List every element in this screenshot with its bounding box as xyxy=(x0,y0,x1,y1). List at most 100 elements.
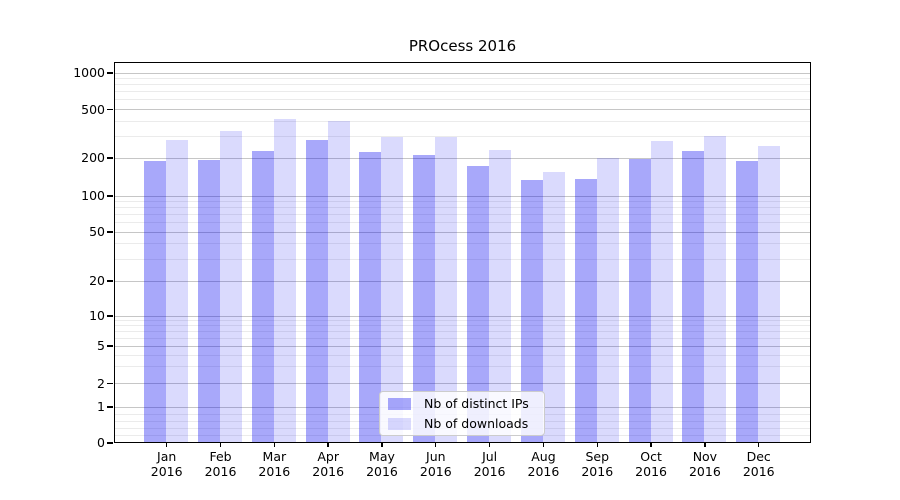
major-gridline xyxy=(115,157,810,159)
x-tick-mark xyxy=(381,443,383,447)
x-tick-year: 2016 xyxy=(419,463,452,479)
x-tick-label: May 2016 xyxy=(350,449,414,479)
y-tick-label: 500 xyxy=(81,101,105,117)
x-tick-month: Mar xyxy=(262,449,287,464)
x-tick-month: Sep xyxy=(585,449,610,464)
x-tick-year: 2016 xyxy=(527,463,560,479)
x-tick-month: Jun xyxy=(426,449,446,464)
x-tick-month: Jan xyxy=(157,449,177,464)
x-tick-label: Sep 2016 xyxy=(565,449,629,479)
y-tick-mark xyxy=(107,231,113,233)
plot-area xyxy=(114,62,811,443)
minor-gridline xyxy=(115,78,810,80)
x-tick-label: Dec 2016 xyxy=(727,449,791,479)
minor-gridline xyxy=(115,320,810,322)
bar-aug-downloads xyxy=(542,172,565,442)
y-tick-label: 1 xyxy=(97,399,105,414)
minor-gridline xyxy=(115,325,810,327)
x-tick-label: Aug 2016 xyxy=(511,449,575,479)
bar-feb-distinct-ips xyxy=(198,160,221,442)
major-gridline xyxy=(115,383,810,384)
bar-jan-downloads xyxy=(166,140,189,442)
minor-gridline xyxy=(115,222,810,224)
bar-feb-downloads xyxy=(220,131,243,442)
legend: Nb of distinct IPs Nb of downloads xyxy=(379,391,545,436)
y-tick-mark xyxy=(107,442,113,444)
major-gridline xyxy=(115,72,810,74)
x-tick-year: 2016 xyxy=(312,463,345,479)
x-tick-label: Mar 2016 xyxy=(242,449,306,479)
bar-jul-downloads xyxy=(489,150,512,442)
y-tick-mark xyxy=(107,406,113,408)
y-tick-mark xyxy=(107,157,113,159)
x-tick-mark xyxy=(758,443,760,447)
x-tick-mark xyxy=(166,443,168,447)
x-tick-label: Jul 2016 xyxy=(458,449,522,479)
minor-gridline xyxy=(115,136,810,138)
y-tick-label: 2 xyxy=(97,375,105,391)
bar-may-downloads xyxy=(381,137,404,442)
y-tick-mark xyxy=(107,315,113,317)
major-gridline xyxy=(115,195,810,197)
x-tick-month: May xyxy=(369,449,395,464)
x-tick-mark xyxy=(596,443,598,447)
y-tick-label: 100 xyxy=(81,188,105,203)
x-tick-month: Feb xyxy=(209,449,232,464)
y-tick-mark xyxy=(107,280,113,282)
x-tick-year: 2016 xyxy=(581,463,614,479)
x-tick-label: Nov 2016 xyxy=(673,449,737,479)
x-tick-mark xyxy=(435,443,437,447)
minor-gridline xyxy=(115,207,810,209)
major-gridline xyxy=(115,280,810,282)
minor-gridline xyxy=(115,91,810,93)
x-tick-mark xyxy=(219,443,222,447)
y-tick-label: 50 xyxy=(89,224,105,239)
x-tick-label: Feb 2016 xyxy=(189,449,253,479)
y-tick-mark xyxy=(107,382,113,385)
bar-jul-distinct-ips xyxy=(467,165,490,442)
bar-oct-downloads xyxy=(650,141,673,442)
x-tick-year: 2016 xyxy=(742,463,775,479)
chart-title: PROcess 2016 xyxy=(408,37,517,55)
x-tick-mark xyxy=(704,443,706,447)
x-tick-label: Oct 2016 xyxy=(619,449,683,479)
bar-sep-downloads xyxy=(596,158,619,442)
y-tick-label: 1000 xyxy=(73,65,105,80)
minor-gridline xyxy=(115,200,810,202)
downloads-swatch-icon xyxy=(388,417,411,430)
legend-label-distinct-ips: Nb of distinct IPs xyxy=(424,396,529,411)
bar-dec-downloads xyxy=(758,146,781,442)
y-tick-label: 10 xyxy=(89,308,105,323)
y-tick-mark xyxy=(107,195,113,197)
minor-gridline xyxy=(115,366,810,368)
legend-item-downloads: Nb of downloads xyxy=(388,416,536,431)
minor-gridline xyxy=(115,330,810,332)
legend-label-downloads: Nb of downloads xyxy=(424,416,529,431)
y-tick-mark xyxy=(107,108,113,111)
bar-nov-downloads xyxy=(704,136,727,442)
x-tick-label: Apr 2016 xyxy=(296,449,360,479)
y-tick-label: 20 xyxy=(89,273,105,288)
bar-jun-downloads xyxy=(435,137,458,442)
x-tick-year: 2016 xyxy=(473,463,506,479)
minor-gridline xyxy=(115,258,810,260)
major-gridline xyxy=(115,315,810,317)
x-tick-year: 2016 xyxy=(688,463,721,479)
x-tick-mark xyxy=(488,443,491,447)
x-tick-mark xyxy=(542,443,545,447)
x-tick-mark xyxy=(327,443,329,447)
x-tick-mark xyxy=(650,443,652,447)
x-tick-year: 2016 xyxy=(258,463,291,479)
x-tick-mark xyxy=(273,443,276,447)
x-tick-month: Aug xyxy=(531,449,556,464)
bar-sep-distinct-ips xyxy=(574,178,597,442)
x-tick-label: Jan 2016 xyxy=(135,449,199,479)
minor-gridline xyxy=(115,120,810,122)
bar-mar-downloads xyxy=(273,119,296,442)
bar-aug-distinct-ips xyxy=(520,179,543,442)
minor-gridline xyxy=(115,337,810,339)
minor-gridline xyxy=(115,243,810,245)
minor-gridline xyxy=(115,354,810,356)
y-tick-label: 200 xyxy=(81,150,105,165)
